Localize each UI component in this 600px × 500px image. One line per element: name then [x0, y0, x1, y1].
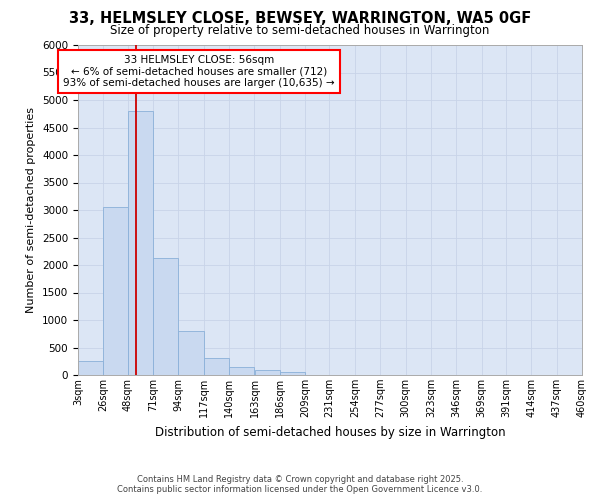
Text: 33, HELMSLEY CLOSE, BEWSEY, WARRINGTON, WA5 0GF: 33, HELMSLEY CLOSE, BEWSEY, WARRINGTON, … — [69, 11, 531, 26]
Text: Contains HM Land Registry data © Crown copyright and database right 2025.
Contai: Contains HM Land Registry data © Crown c… — [118, 474, 482, 494]
Bar — [78, 361, 103, 375]
Bar — [178, 331, 203, 375]
Bar — [254, 370, 280, 375]
Y-axis label: Number of semi-detached properties: Number of semi-detached properties — [26, 107, 37, 313]
Text: 33 HELMSLEY CLOSE: 56sqm
← 6% of semi-detached houses are smaller (712)
93% of s: 33 HELMSLEY CLOSE: 56sqm ← 6% of semi-de… — [63, 55, 335, 88]
Bar — [103, 207, 128, 375]
Bar — [153, 258, 178, 375]
X-axis label: Distribution of semi-detached houses by size in Warrington: Distribution of semi-detached houses by … — [155, 426, 505, 438]
Text: Size of property relative to semi-detached houses in Warrington: Size of property relative to semi-detach… — [110, 24, 490, 37]
Bar — [280, 372, 305, 375]
Bar — [204, 358, 229, 375]
Bar — [229, 368, 254, 375]
Bar — [128, 111, 153, 375]
